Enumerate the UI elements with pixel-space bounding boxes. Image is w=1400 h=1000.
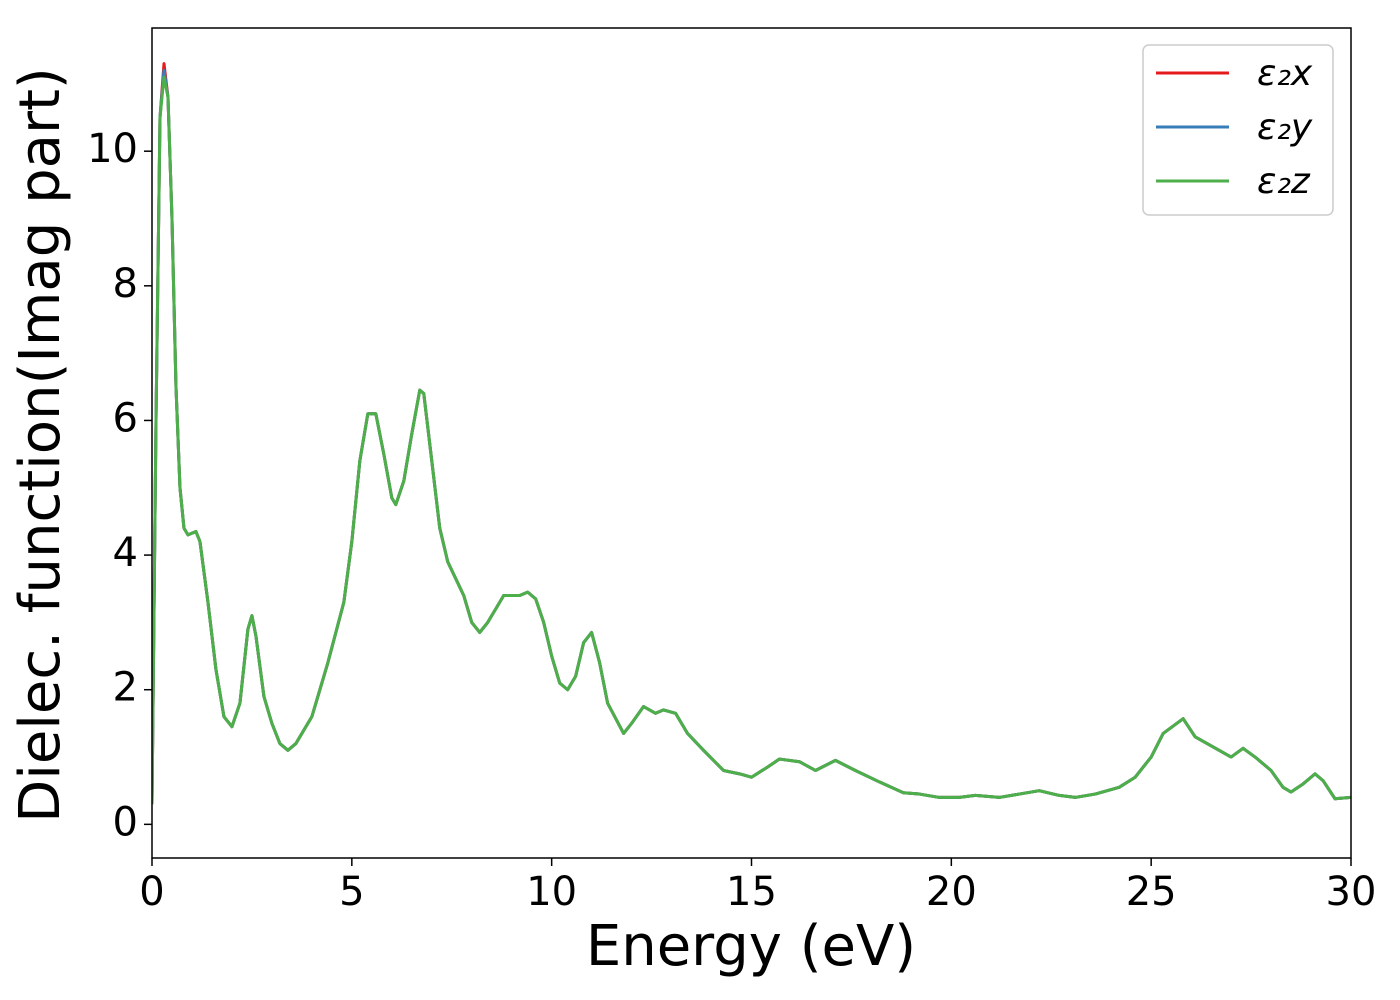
x-axis-label: Energy (eV) — [586, 914, 916, 979]
x-tick-label: 15 — [726, 869, 777, 915]
x-tick-label: 0 — [139, 869, 164, 915]
legend-label: ε₂x — [1257, 53, 1313, 94]
legend-box — [1142, 44, 1334, 216]
y-axis-label: Dielec. function(Imag part) — [8, 67, 73, 823]
y-tick-label: 2 — [113, 665, 138, 711]
x-tick-label: 20 — [926, 869, 977, 915]
series-line — [152, 75, 1351, 805]
plot-frame — [151, 27, 1352, 859]
x-tick-label: 5 — [339, 869, 364, 915]
x-tick-label: 30 — [1326, 869, 1377, 915]
y-tick-label: 6 — [113, 395, 138, 441]
legend-label: ε₂z — [1257, 161, 1311, 202]
y-tick-label: 10 — [87, 126, 138, 172]
x-tick-label: 25 — [1126, 869, 1177, 915]
y-tick-label: 8 — [113, 261, 138, 307]
y-tick-label: 4 — [113, 530, 138, 576]
legend-label: ε₂y — [1257, 107, 1313, 148]
x-tick-label: 10 — [526, 869, 577, 915]
y-tick-label: 0 — [113, 799, 138, 845]
